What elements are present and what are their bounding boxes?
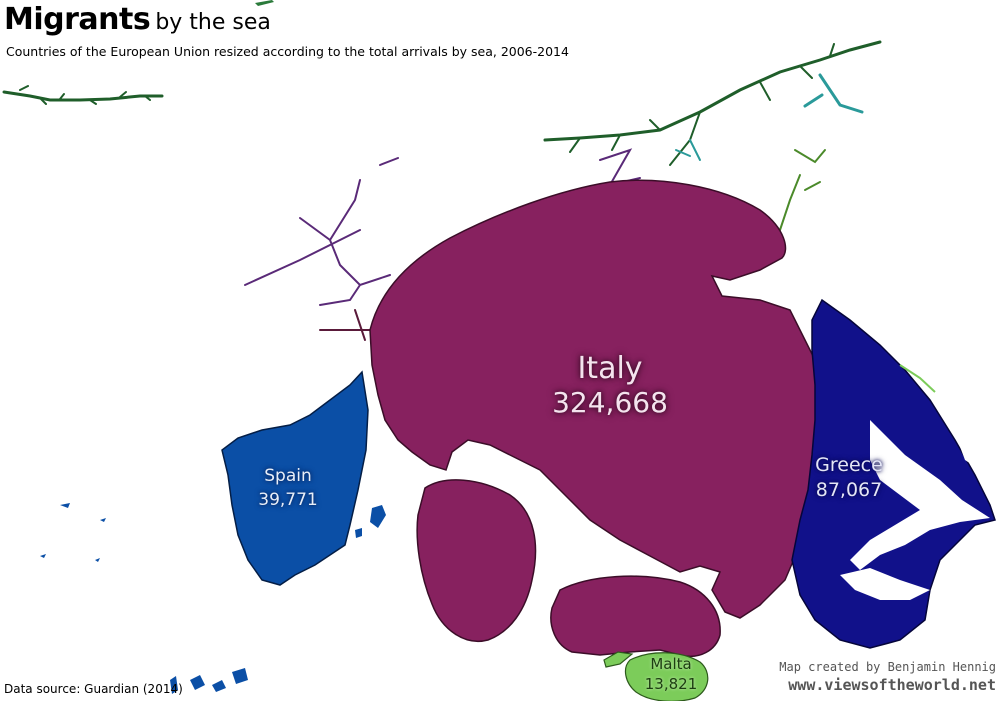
label-spain: Spain 39,771	[240, 464, 336, 512]
label-malta: Malta 13,821	[636, 654, 706, 694]
label-malta-name: Malta	[650, 655, 692, 673]
label-spain-name: Spain	[264, 466, 312, 486]
label-spain-value: 39,771	[258, 490, 318, 510]
map-title: Migrants by the sea	[4, 2, 271, 37]
region-italy-sicily	[550, 575, 721, 657]
region-spain-islands	[355, 505, 386, 538]
region-malta[interactable]	[603, 651, 709, 701]
credit-author: Map created by Benjamin Hennig	[779, 660, 996, 674]
credit-block: Map created by Benjamin Hennig www.views…	[779, 660, 996, 694]
title-rest: by the sea	[155, 10, 271, 35]
label-italy-name: Italy	[577, 351, 643, 386]
label-greece: Greece 87,067	[800, 453, 898, 503]
label-malta-value: 13,821	[644, 675, 698, 693]
data-source: Data source: Guardian (2014)	[4, 682, 183, 696]
region-italy[interactable]	[369, 179, 823, 619]
label-italy-value: 324,668	[552, 386, 668, 419]
greece-green-fragment	[899, 364, 936, 393]
region-north-left	[2, 85, 164, 105]
title-main: Migrants	[4, 2, 151, 37]
region-north-right	[543, 40, 882, 231]
greece-inlets	[840, 420, 990, 600]
top-fragment	[255, 0, 274, 6]
label-italy: Italy 324,668	[530, 352, 690, 420]
region-west-branches	[244, 148, 641, 341]
atlantic-islands	[40, 503, 248, 694]
label-greece-name: Greece	[815, 454, 883, 476]
credit-website[interactable]: www.viewsoftheworld.net	[788, 676, 996, 694]
region-italy-sardinia	[416, 479, 537, 642]
region-spain[interactable]	[221, 370, 369, 586]
map-subtitle: Countries of the European Union resized …	[6, 44, 569, 59]
label-greece-value: 87,067	[815, 479, 883, 501]
